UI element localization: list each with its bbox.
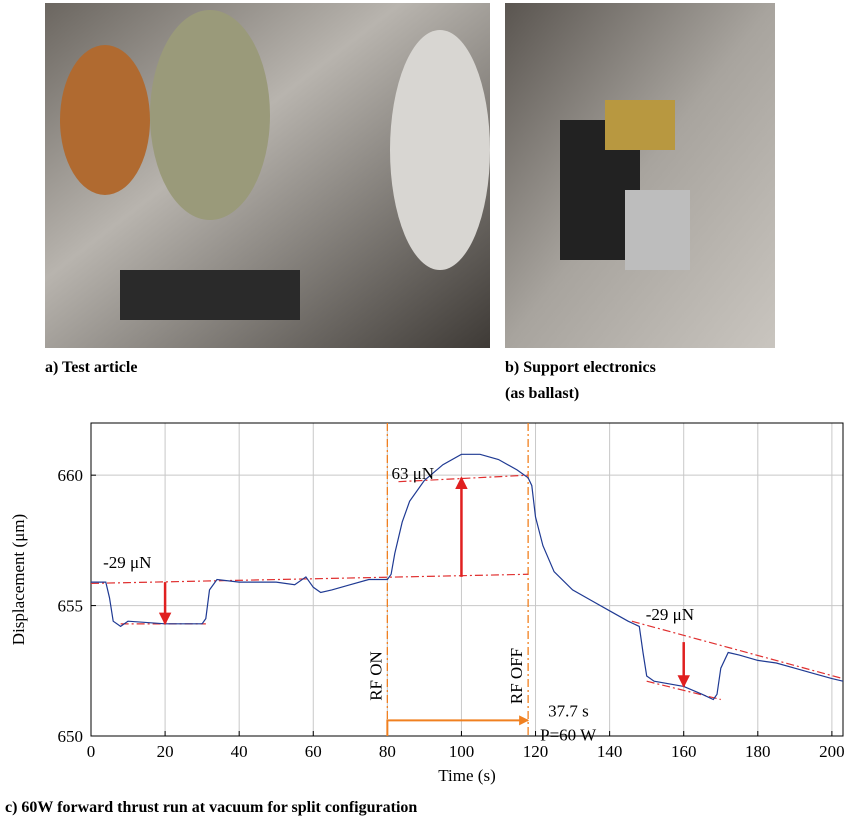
x-tick-label: 180 [745,742,771,761]
y-tick-label: 650 [58,727,84,746]
interval-arrow [386,715,530,736]
x-tick-label: 20 [157,742,174,761]
annotation-label: 63 μN [391,464,434,483]
annotation-label: -29 μN [103,553,151,572]
x-tick-label: 40 [231,742,248,761]
x-tick-label: 140 [597,742,623,761]
chart: 0 20 40 60 80 100 120 140 160 180 200 650 655 660 Time… [9,422,845,785]
x-tick-label: 120 [523,742,549,761]
data-line [91,453,844,701]
fit-line [90,573,529,585]
x-tick-label: 80 [379,742,396,761]
marker-label: RF OFF [507,648,526,704]
x-axis-label: Time (s) [438,766,495,785]
x-tick-label: 0 [87,742,96,761]
photo-support-electronics [505,3,775,348]
caption: c) 60W forward thrust run at vacuum for … [5,799,417,816]
x-tick-label: 200 [819,742,845,761]
caption: a) Test article [45,359,137,376]
caption: b) Support electronics (as ballast) [505,359,656,402]
y-tick-label: 655 [58,597,84,616]
x-tick-label: 60 [305,742,322,761]
marker-label: RF ON [366,651,385,701]
x-tick-label: 100 [449,742,475,761]
y-tick-label: 660 [58,466,84,485]
interval-text: P=60 W [540,725,597,744]
interval-text: 37.7 s [548,701,589,720]
annotation-label: -29 μN [646,605,694,624]
fit-line [646,680,721,701]
x-tick-label: 160 [671,742,697,761]
photo-test-article [45,3,490,348]
fit-line [631,620,844,680]
plot-frame [90,422,844,737]
y-axis-label: Displacement (μm) [9,514,28,645]
